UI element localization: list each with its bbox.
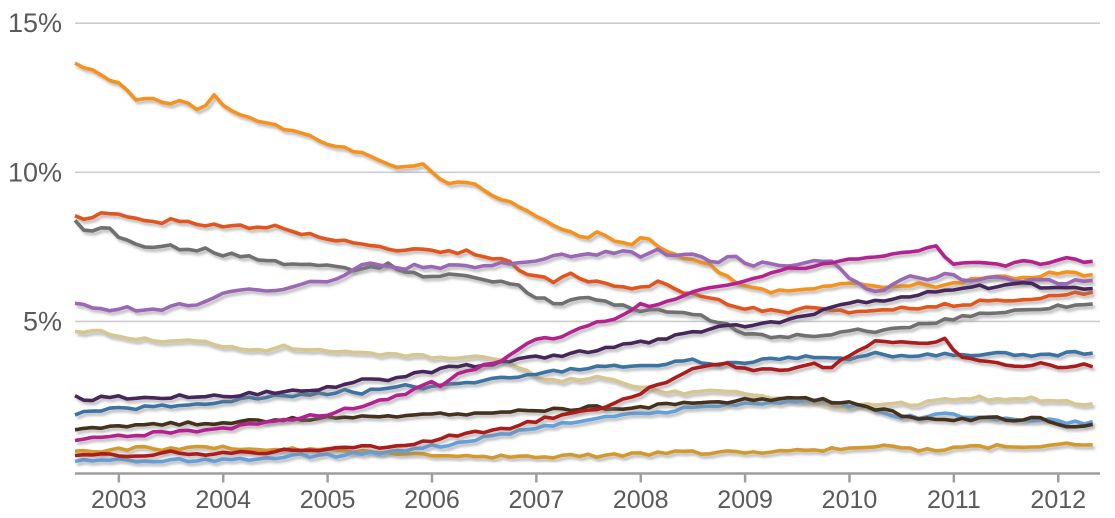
x-tick-label: 2009 (717, 486, 773, 514)
series-line-dark-brown (74, 395, 1094, 432)
x-tick-label: 2012 (1030, 486, 1086, 514)
series-line-dark-purple (74, 280, 1093, 403)
x-tick-label: 2004 (195, 486, 251, 514)
y-tick-label: 10% (8, 157, 62, 187)
series-line-orange-red (74, 211, 1094, 315)
y-tick-label: 5% (23, 306, 62, 336)
series-line-magenta (74, 244, 1093, 443)
x-tick-label: 2007 (509, 486, 565, 514)
x-tick-label: 2008 (613, 486, 669, 514)
series-line-goldenrod (74, 441, 1093, 460)
series-line-steel-blue (74, 349, 1093, 417)
series-line-light-purple (74, 247, 1093, 313)
y-tick-label: 15% (8, 8, 62, 38)
x-tick-label: 2006 (404, 486, 460, 514)
series-line-orange (74, 61, 1093, 295)
x-tick-label: 2011 (927, 486, 981, 514)
series-line-gray (73, 219, 1093, 340)
x-tick-label: 2010 (822, 486, 878, 514)
series-line-dark-red (74, 336, 1094, 459)
x-tick-label: 2005 (300, 486, 356, 514)
x-tick-label: 2003 (91, 486, 147, 514)
series-line-tan (74, 328, 1093, 410)
